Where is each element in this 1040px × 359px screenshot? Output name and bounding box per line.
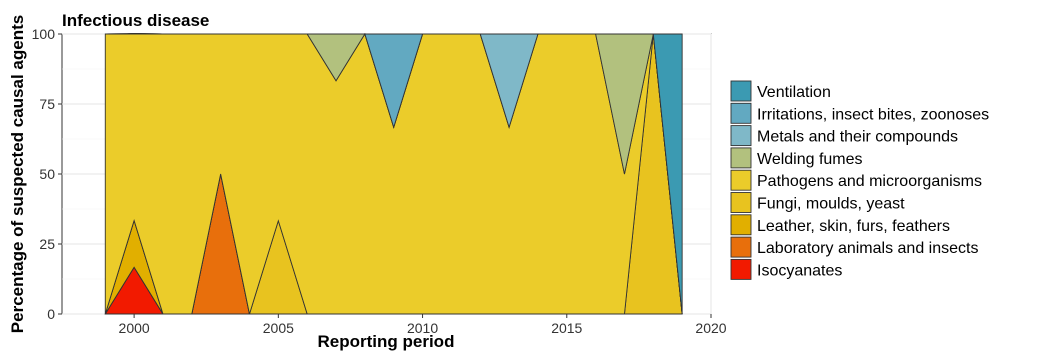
legend-key-pathogens-and-microorganisms [730, 169, 752, 191]
y-tick-label: 0 [47, 306, 55, 322]
legend-label-ventilation: Ventilation [757, 84, 831, 101]
legend-key-fungi-moulds-yeast [730, 192, 752, 213]
y-tick-label: 100 [32, 26, 56, 42]
legend-key-welding-fumes [730, 147, 752, 169]
y-axis-title: Percentage of suspected causal agents [8, 15, 27, 333]
x-tick-label: 2005 [263, 320, 294, 336]
y-axis: 0 25 50 75 100 [32, 26, 62, 322]
legend-label-pathogens-and-microorganisms: Pathogens and microorganisms [757, 173, 982, 190]
legend-key-leather-skin-furs-feathers [730, 214, 752, 236]
legend-label-isocyanates: Isocyanates [757, 262, 842, 279]
legend-label-leather-skin-furs-feathers: Leather, skin, furs, feathers [757, 218, 950, 235]
x-axis: 2000 2005 2010 2015 2020 [119, 314, 727, 336]
legend-key-isocyanates [730, 258, 752, 280]
legend-label-irritations-insect-bites-zoonoses: Irritations, insect bites, zoonoses [757, 106, 989, 123]
legend-key-ventilation [730, 80, 752, 102]
legend-label-laboratory-animals-and-insects: Laboratory animals and insects [757, 240, 978, 257]
y-tick-label: 50 [39, 166, 55, 182]
legend-key-laboratory-animals-and-insects [730, 236, 752, 258]
legend: Ventilation Irritations, insect bites, zo… [730, 80, 989, 280]
y-tick-label: 25 [39, 236, 55, 252]
legend-label-fungi-moulds-yeast: Fungi, moulds, yeast [757, 196, 905, 213]
x-tick-label: 2010 [407, 320, 438, 336]
x-tick-label: 2015 [551, 320, 582, 336]
x-tick-label: 2000 [119, 320, 150, 336]
x-axis-title: Reporting period [318, 332, 455, 351]
chart-title: Infectious disease [62, 11, 209, 30]
legend-label-welding-fumes: Welding fumes [757, 151, 863, 168]
area-ventilation [105, 33, 683, 315]
legend-key-irritations-insect-bites-zoonoses [730, 102, 752, 124]
legend-label-metals-and-their-compounds: Metals and their compounds [757, 129, 958, 146]
x-tick-label: 2020 [695, 320, 726, 336]
legend-key-metals-and-their-compounds [730, 125, 752, 147]
y-tick-label: 75 [39, 96, 55, 112]
stacked-areas [104, 32, 683, 315]
